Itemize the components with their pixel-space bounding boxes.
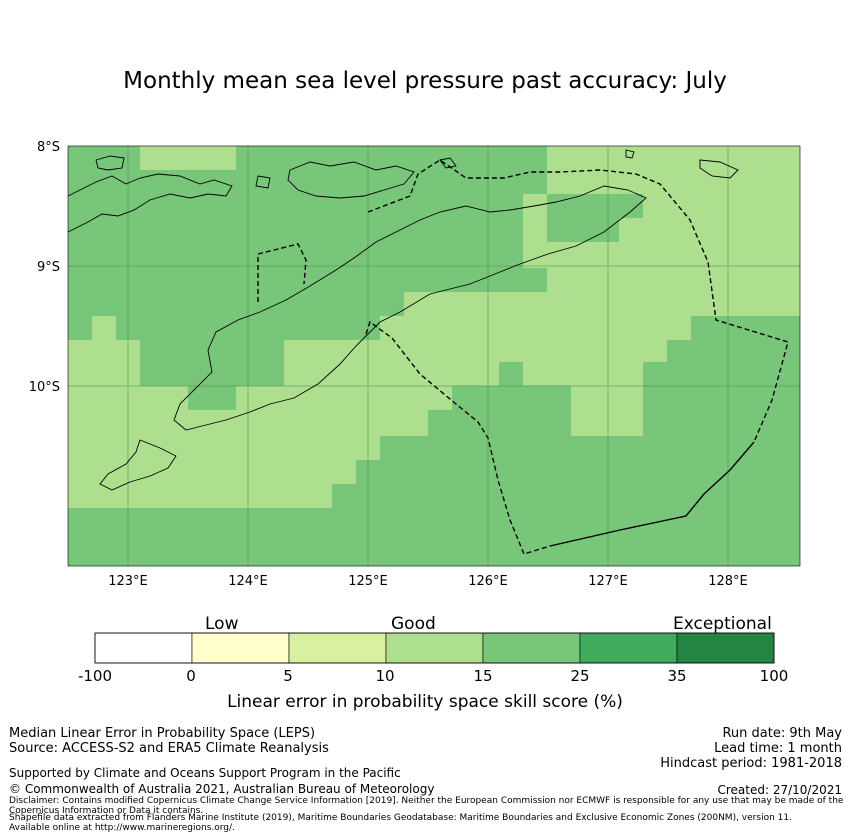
- colorbar-tick: 0: [186, 667, 196, 685]
- lon-label: 125°E: [348, 574, 388, 589]
- source-line: Source: ACCESS-S2 and ERA5 Climate Reana…: [9, 741, 329, 756]
- disclaimer: Disclaimer: Contains modified Copernicus…: [9, 796, 844, 816]
- colorbar-category-exceptional: Exceptional: [673, 614, 772, 634]
- colorbar-tick: -100: [77, 667, 113, 685]
- colorbar-swatch: [676, 632, 775, 664]
- colorbar-swatch: [191, 632, 290, 664]
- colorbar-category-low: Low: [205, 614, 239, 634]
- run-date: Run date: 9th May: [722, 726, 842, 741]
- colorbar-swatch: [94, 632, 193, 664]
- coastlines: [67, 149, 739, 491]
- colorbar-tick: 100: [759, 667, 789, 685]
- leps-line: Median Linear Error in Probability Space…: [9, 726, 316, 741]
- map-frame: [67, 145, 801, 567]
- colorbar-label: Linear error in probability space skill …: [227, 692, 623, 712]
- colorbar-swatch: [579, 632, 678, 664]
- lon-label: 126°E: [468, 574, 508, 589]
- colorbar-swatch: [385, 632, 484, 664]
- lon-label: 123°E: [108, 574, 148, 589]
- colorbar-tick: 10: [375, 667, 395, 685]
- lat-label: 8°S: [37, 140, 60, 155]
- shapefile-credit: Shapefile data extracted from Flanders M…: [9, 813, 792, 833]
- lon-label: 127°E: [588, 574, 628, 589]
- gridlines: [68, 146, 800, 566]
- colorbar-category-good: Good: [391, 614, 436, 634]
- hindcast-period: Hindcast period: 1981-2018: [660, 756, 842, 771]
- colorbar-swatch: [288, 632, 387, 664]
- created-date: Created: 27/10/2021: [717, 783, 842, 797]
- lon-label: 128°E: [708, 574, 748, 589]
- colorbar-tick: 15: [473, 667, 493, 685]
- skill-map: 8°S 9°S 10°S 123°E 124°E 125°E 126°E 127…: [29, 140, 801, 589]
- colorbar-tick: 5: [283, 667, 293, 685]
- map-title: Monthly mean sea level pressure past acc…: [123, 68, 727, 94]
- skill-mid-regions: [68, 146, 800, 566]
- colorbar-tick: 35: [667, 667, 687, 685]
- copyright-line: © Commonwealth of Australia 2021, Austra…: [9, 782, 435, 796]
- footer-right-block: Run date: 9th May Lead time: 1 month Hin…: [660, 726, 842, 771]
- footer-left-block: Median Linear Error in Probability Space…: [9, 726, 329, 756]
- colorbar-swatch: [482, 632, 581, 664]
- colorbar-tick: 25: [570, 667, 590, 685]
- lead-time: Lead time: 1 month: [714, 741, 842, 756]
- maritime-boundary: [257, 159, 789, 555]
- lat-label: 10°S: [29, 380, 60, 395]
- lat-label: 9°S: [37, 260, 60, 275]
- support-line: Supported by Climate and Oceans Support …: [9, 766, 401, 780]
- colorbar: [94, 632, 775, 664]
- lon-label: 124°E: [228, 574, 268, 589]
